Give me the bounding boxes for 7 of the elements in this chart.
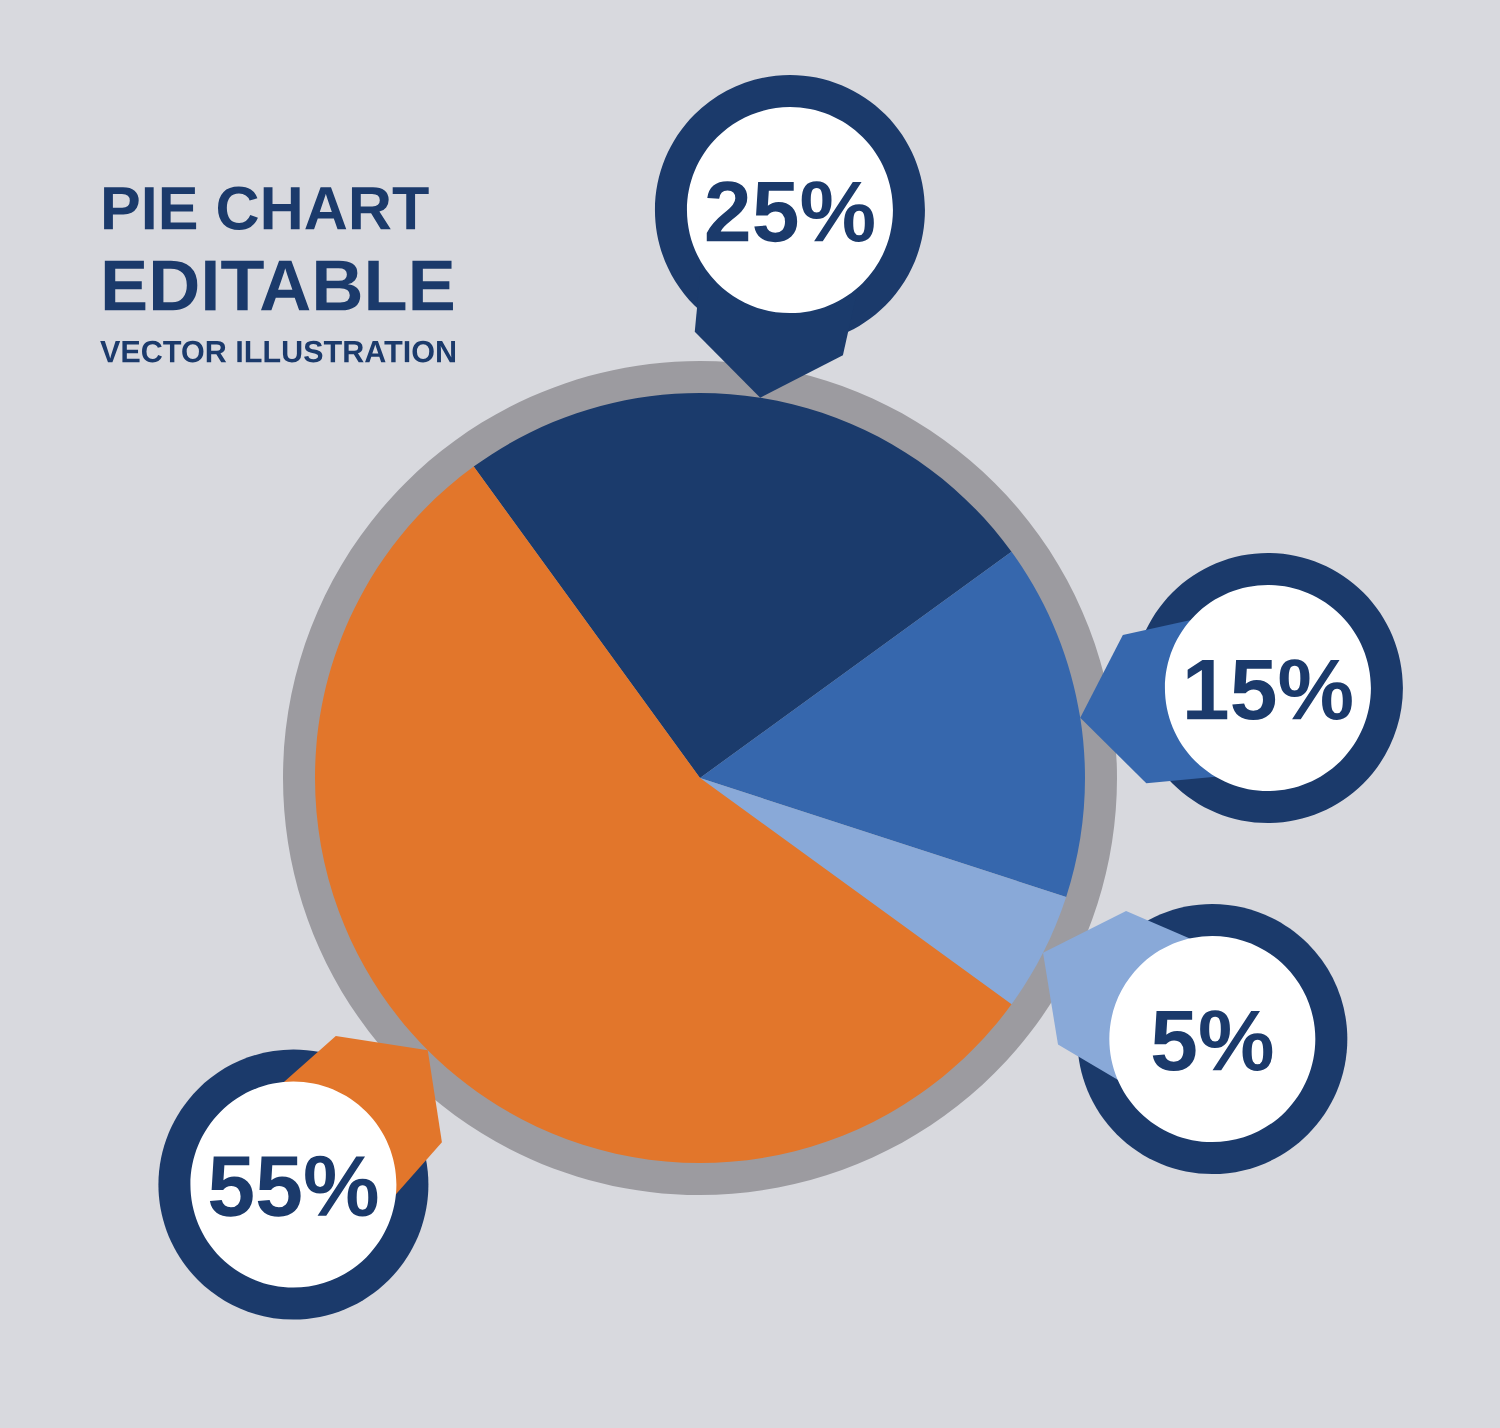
data-label: 15%: [1187, 659, 1352, 721]
data-label: 55%: [209, 1155, 378, 1217]
text: EDITABLE: [104, 260, 453, 311]
chart-title: PIE CHART: [104, 186, 429, 230]
text: VECTOR ILLUSTRATION: [100, 340, 456, 363]
data-label: 5%: [1152, 1010, 1273, 1072]
data-label: 25%: [706, 181, 874, 243]
